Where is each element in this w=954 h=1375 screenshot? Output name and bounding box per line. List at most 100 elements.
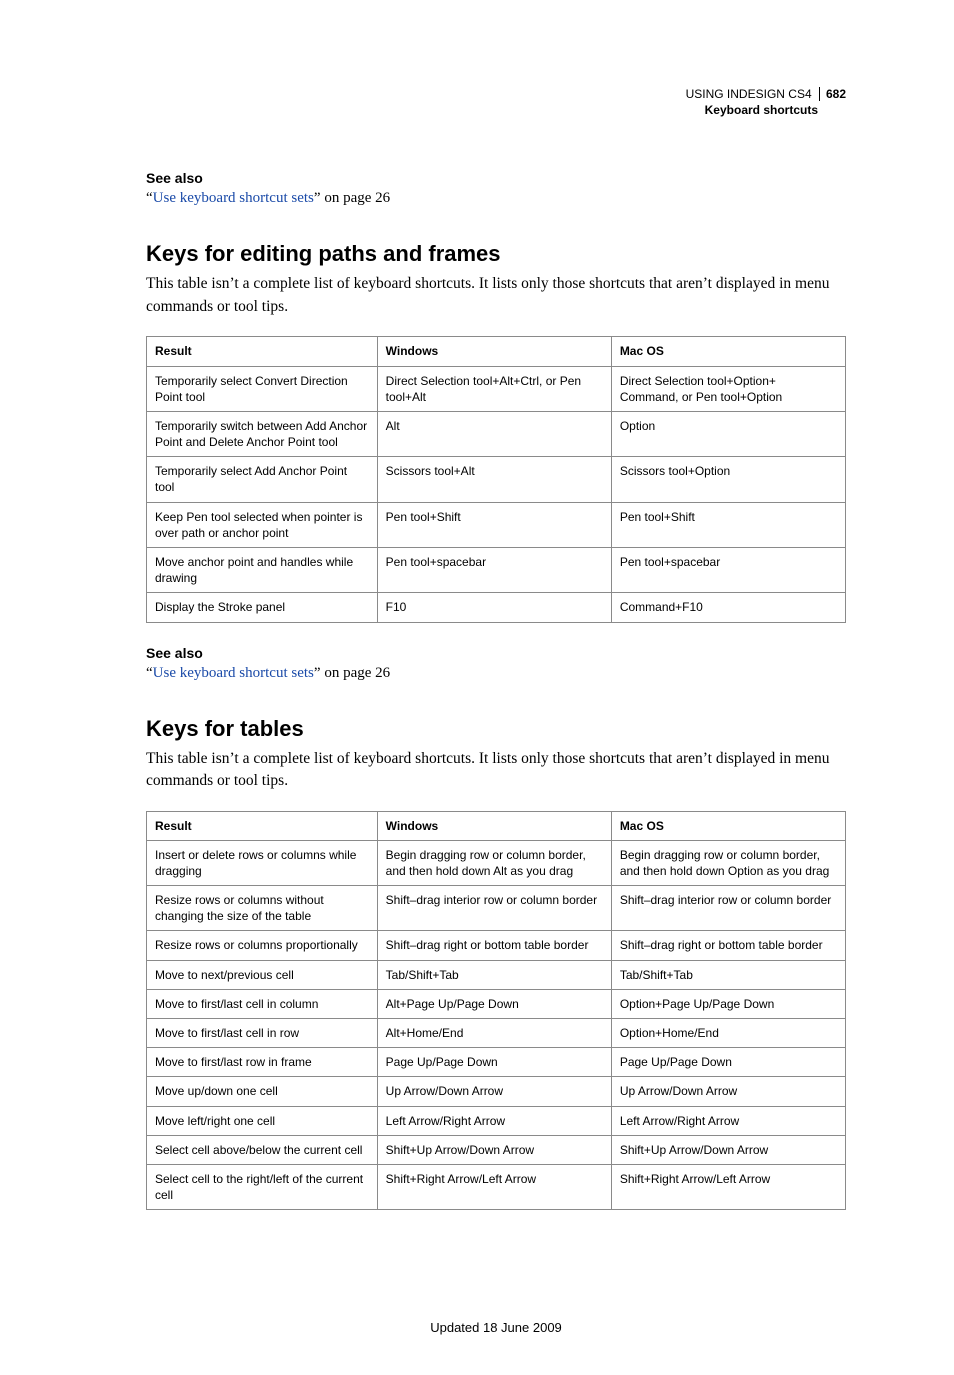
cell-macos: Pen tool+spacebar — [611, 548, 845, 593]
shortcuts-table-paths: Result Windows Mac OS Temporarily select… — [146, 336, 846, 622]
table-row: Select cell above/below the current cell… — [147, 1135, 846, 1164]
cell-windows: Alt — [377, 411, 611, 456]
col-header-macos: Mac OS — [611, 811, 845, 840]
section-intro: This table isn’t a complete list of keyb… — [146, 273, 846, 318]
cell-macos: Pen tool+Shift — [611, 502, 845, 547]
quote-open: “ — [146, 665, 153, 681]
cell-result: Display the Stroke panel — [147, 593, 378, 622]
cell-result: Move to next/previous cell — [147, 960, 378, 989]
see-also-heading: See also — [146, 170, 846, 186]
table-row: Keep Pen tool selected when pointer is o… — [147, 502, 846, 547]
cell-windows: Pen tool+spacebar — [377, 548, 611, 593]
table-row: Move to first/last row in framePage Up/P… — [147, 1048, 846, 1077]
running-header: USING INDESIGN CS4 682 Keyboard shortcut… — [146, 86, 846, 118]
quote-close: ” — [314, 665, 321, 681]
section-title: Keys for tables — [146, 716, 846, 742]
col-header-macos: Mac OS — [611, 337, 845, 366]
cell-result: Select cell to the right/left of the cur… — [147, 1164, 378, 1209]
cell-macos: Shift+Up Arrow/Down Arrow — [611, 1135, 845, 1164]
cell-macos: Begin dragging row or column border, and… — [611, 840, 845, 885]
see-also-line: “Use keyboard shortcut sets” on page 26 — [146, 665, 846, 682]
cell-macos: Scissors tool+Option — [611, 457, 845, 502]
cell-macos: Page Up/Page Down — [611, 1048, 845, 1077]
cell-macos: Command+F10 — [611, 593, 845, 622]
cell-macos: Left Arrow/Right Arrow — [611, 1106, 845, 1135]
col-header-windows: Windows — [377, 811, 611, 840]
cell-windows: Shift–drag right or bottom table border — [377, 931, 611, 960]
table-row: Move to first/last cell in rowAlt+Home/E… — [147, 1019, 846, 1048]
see-also-line: “Use keyboard shortcut sets” on page 26 — [146, 190, 846, 207]
cell-result: Temporarily select Add Anchor Point tool — [147, 457, 378, 502]
cell-result: Move to first/last row in frame — [147, 1048, 378, 1077]
table-header-row: Result Windows Mac OS — [147, 337, 846, 366]
xref-suffix: on page 26 — [321, 190, 391, 206]
footer-updated: Updated 18 June 2009 — [146, 1320, 846, 1335]
cell-windows: Pen tool+Shift — [377, 502, 611, 547]
table-row: Move up/down one cellUp Arrow/Down Arrow… — [147, 1077, 846, 1106]
header-line-1: USING INDESIGN CS4 682 — [146, 86, 846, 102]
cell-windows: Shift–drag interior row or column border — [377, 886, 611, 931]
table-row: Display the Stroke panelF10Command+F10 — [147, 593, 846, 622]
table-row: Move to first/last cell in columnAlt+Pag… — [147, 989, 846, 1018]
table-row: Move left/right one cellLeft Arrow/Right… — [147, 1106, 846, 1135]
cell-windows: Shift+Right Arrow/Left Arrow — [377, 1164, 611, 1209]
section-title: Keys for editing paths and frames — [146, 241, 846, 267]
col-header-result: Result — [147, 811, 378, 840]
quote-open: “ — [146, 190, 153, 206]
cell-macos: Option — [611, 411, 845, 456]
cell-windows: Page Up/Page Down — [377, 1048, 611, 1077]
cell-macos: Option+Home/End — [611, 1019, 845, 1048]
quote-close: ” — [314, 190, 321, 206]
cell-windows: F10 — [377, 593, 611, 622]
cell-result: Move left/right one cell — [147, 1106, 378, 1135]
table-row: Temporarily select Add Anchor Point tool… — [147, 457, 846, 502]
table-row: Temporarily select Convert Direction Poi… — [147, 366, 846, 411]
table-row: Resize rows or columns proportionallyShi… — [147, 931, 846, 960]
cell-windows: Direct Selection tool+Alt+Ctrl, or Pen t… — [377, 366, 611, 411]
cell-macos: Up Arrow/Down Arrow — [611, 1077, 845, 1106]
cell-windows: Up Arrow/Down Arrow — [377, 1077, 611, 1106]
table-row: Insert or delete rows or columns while d… — [147, 840, 846, 885]
see-also-heading: See also — [146, 645, 846, 661]
cell-result: Move up/down one cell — [147, 1077, 378, 1106]
header-section: Keyboard shortcuts — [146, 102, 846, 118]
table-header-row: Result Windows Mac OS — [147, 811, 846, 840]
col-header-windows: Windows — [377, 337, 611, 366]
cell-macos: Tab/Shift+Tab — [611, 960, 845, 989]
cell-result: Insert or delete rows or columns while d… — [147, 840, 378, 885]
col-header-result: Result — [147, 337, 378, 366]
cell-result: Temporarily select Convert Direction Poi… — [147, 366, 378, 411]
product-name: USING INDESIGN CS4 — [686, 87, 812, 101]
cell-windows: Shift+Up Arrow/Down Arrow — [377, 1135, 611, 1164]
document-page: USING INDESIGN CS4 682 Keyboard shortcut… — [0, 0, 954, 1375]
cell-windows: Scissors tool+Alt — [377, 457, 611, 502]
cell-macos: Option+Page Up/Page Down — [611, 989, 845, 1018]
cell-macos: Direct Selection tool+Option+ Command, o… — [611, 366, 845, 411]
cell-windows: Tab/Shift+Tab — [377, 960, 611, 989]
cell-result: Keep Pen tool selected when pointer is o… — [147, 502, 378, 547]
table-row: Move to next/previous cellTab/Shift+TabT… — [147, 960, 846, 989]
xref-suffix: on page 26 — [321, 665, 391, 681]
cell-macos: Shift–drag interior row or column border — [611, 886, 845, 931]
table-row: Temporarily switch between Add Anchor Po… — [147, 411, 846, 456]
cell-macos: Shift–drag right or bottom table border — [611, 931, 845, 960]
table-row: Resize rows or columns without changing … — [147, 886, 846, 931]
cell-result: Move to first/last cell in row — [147, 1019, 378, 1048]
section-intro: This table isn’t a complete list of keyb… — [146, 748, 846, 793]
shortcuts-table-tables: Result Windows Mac OS Insert or delete r… — [146, 811, 846, 1211]
cell-windows: Begin dragging row or column border, and… — [377, 840, 611, 885]
cell-windows: Alt+Page Up/Page Down — [377, 989, 611, 1018]
cell-windows: Left Arrow/Right Arrow — [377, 1106, 611, 1135]
page-number: 682 — [819, 87, 846, 101]
cell-result: Move anchor point and handles while draw… — [147, 548, 378, 593]
cell-result: Select cell above/below the current cell — [147, 1135, 378, 1164]
cell-result: Move to first/last cell in column — [147, 989, 378, 1018]
xref-link[interactable]: Use keyboard shortcut sets — [153, 190, 314, 206]
table-row: Move anchor point and handles while draw… — [147, 548, 846, 593]
cell-result: Temporarily switch between Add Anchor Po… — [147, 411, 378, 456]
cell-windows: Alt+Home/End — [377, 1019, 611, 1048]
cell-result: Resize rows or columns proportionally — [147, 931, 378, 960]
xref-link[interactable]: Use keyboard shortcut sets — [153, 665, 314, 681]
cell-result: Resize rows or columns without changing … — [147, 886, 378, 931]
table-row: Select cell to the right/left of the cur… — [147, 1164, 846, 1209]
